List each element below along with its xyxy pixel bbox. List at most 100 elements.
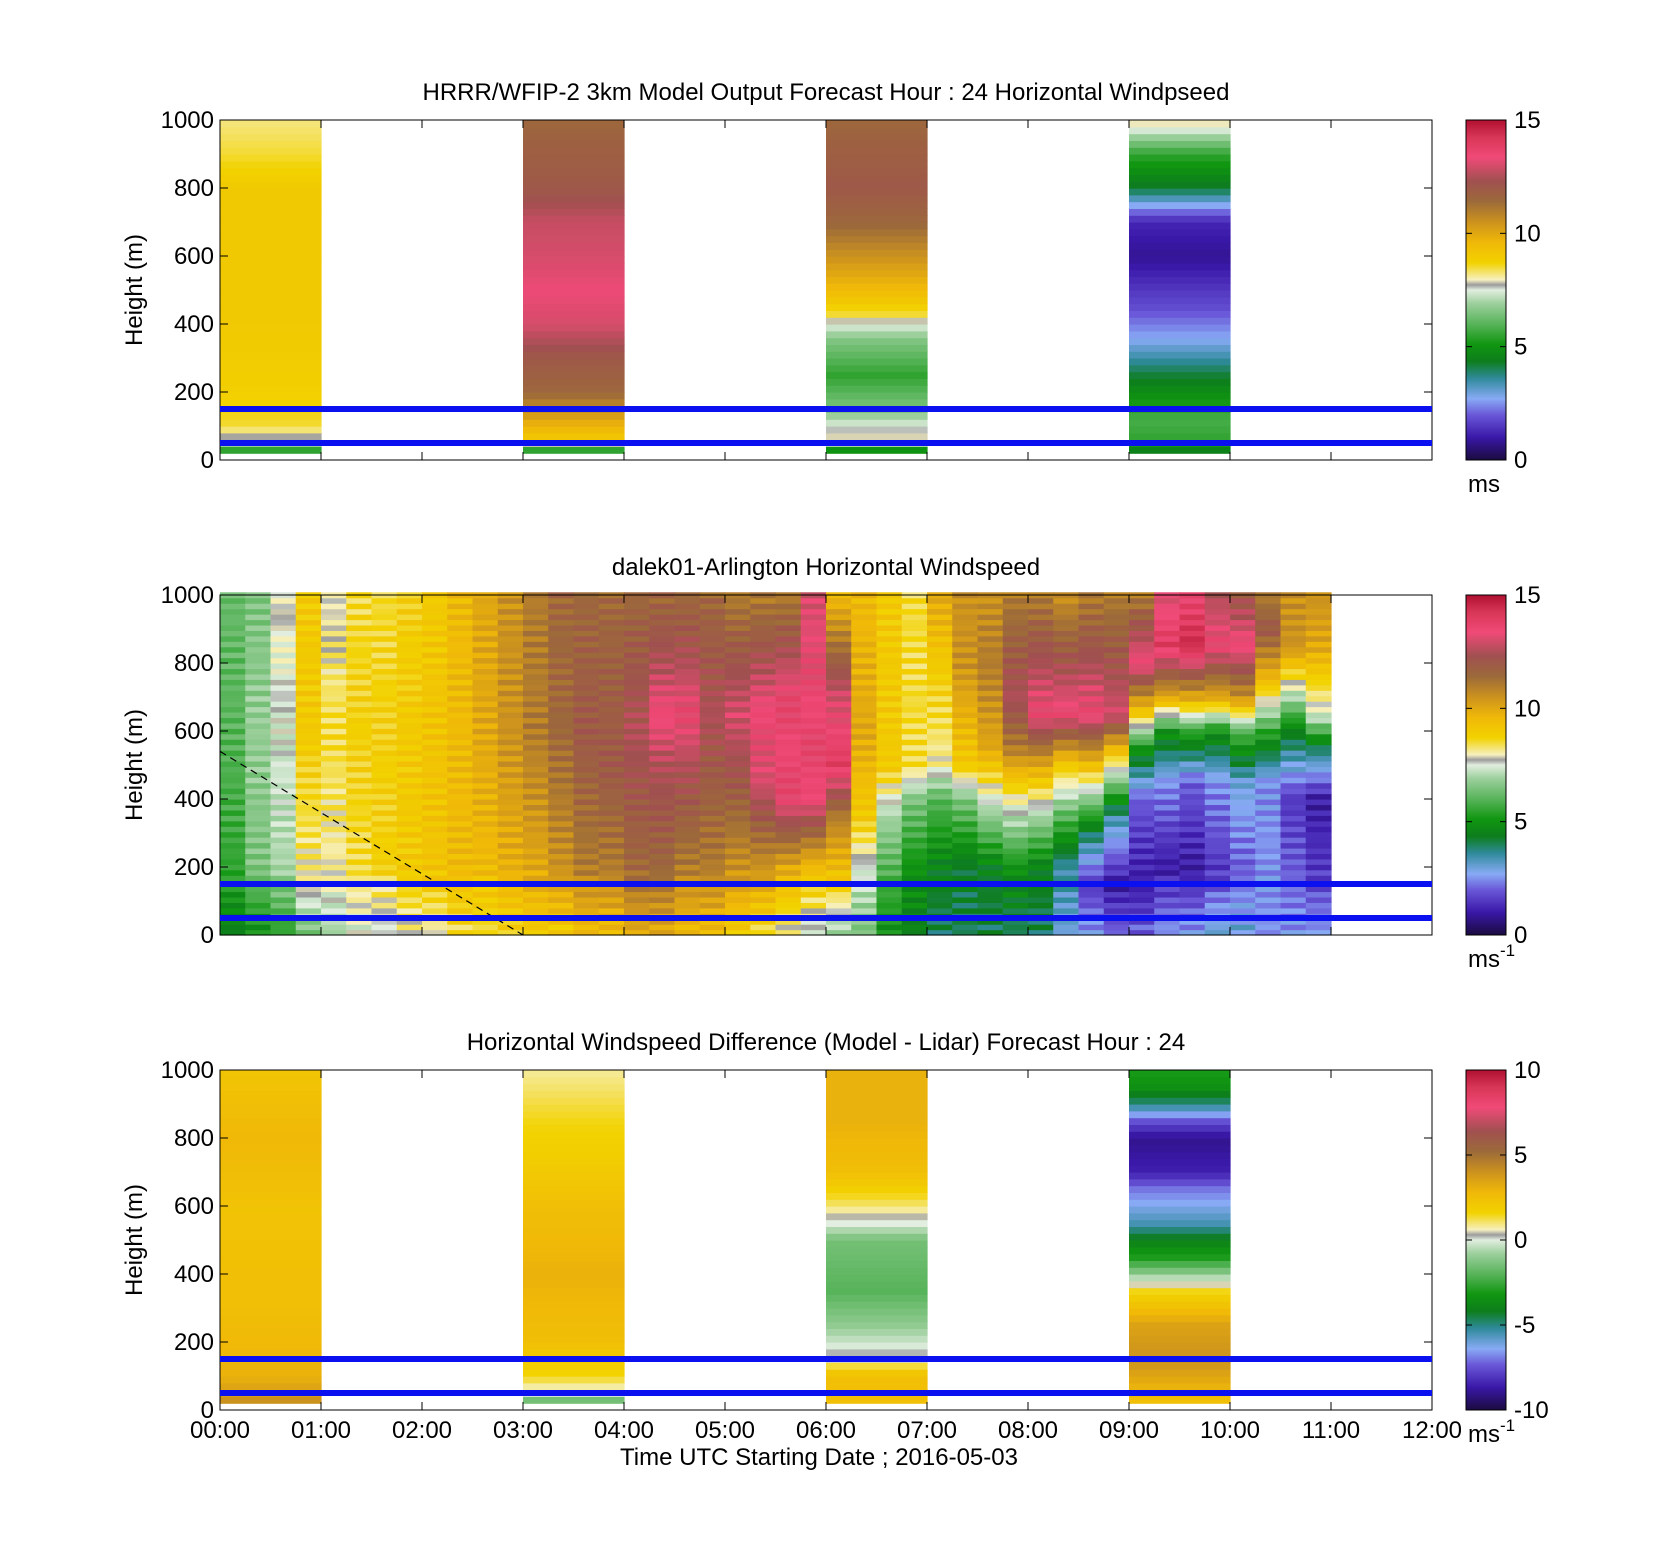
heatmap-cell — [220, 242, 322, 249]
heatmap-cell — [1028, 739, 1054, 745]
heatmap-cell — [877, 647, 903, 653]
heatmap-cell — [372, 897, 398, 903]
heatmap-cell — [826, 1288, 928, 1295]
heatmap-cell — [649, 636, 675, 642]
heatmap-cell — [498, 619, 524, 625]
heatmap-cell — [1104, 810, 1130, 816]
heatmap-cell — [1306, 777, 1332, 783]
heatmap-cell — [1230, 799, 1256, 805]
heatmap-cell — [826, 739, 852, 745]
heatmap-cell — [296, 745, 322, 751]
heatmap-cell — [296, 750, 322, 756]
heatmap-cell — [1053, 891, 1079, 897]
heatmap-cell — [599, 891, 625, 897]
heatmap-cell — [220, 1213, 322, 1220]
heatmap-cell — [523, 446, 625, 453]
heatmap-cell — [498, 707, 524, 713]
heatmap-cell — [220, 843, 246, 849]
heatmap-cell — [397, 739, 423, 745]
heatmap-cell — [245, 891, 271, 897]
heatmap-cell — [271, 908, 297, 914]
heatmap-cell — [776, 728, 802, 734]
heatmap-cell — [877, 641, 903, 647]
heatmap-cell — [725, 794, 751, 800]
heatmap-cell — [1154, 636, 1180, 642]
heatmap-cell — [776, 891, 802, 897]
heatmap-cell — [902, 788, 928, 794]
heatmap-cell — [1129, 794, 1155, 800]
heatmap-cell — [220, 181, 322, 188]
heatmap-cell — [1104, 723, 1130, 729]
heatmap-cell — [952, 837, 978, 843]
heatmap-cell — [902, 908, 928, 914]
heatmap-cell — [599, 897, 625, 903]
heatmap-cell — [473, 755, 499, 761]
heatmap-cell — [1028, 815, 1054, 821]
heatmap-cell — [1053, 647, 1079, 653]
heatmap-cell — [1129, 636, 1155, 642]
heatmap-cell — [220, 283, 322, 290]
heatmap-cell — [599, 761, 625, 767]
heatmap-cell — [220, 324, 322, 331]
heatmap-cell — [1281, 777, 1307, 783]
heatmap-cell — [776, 804, 802, 810]
heatmap-cell — [1154, 902, 1180, 908]
heatmap-cell — [1180, 826, 1206, 832]
heatmap-cell — [346, 843, 372, 849]
heatmap-cell — [725, 652, 751, 658]
heatmap-cell — [1281, 652, 1307, 658]
heatmap-cell — [624, 804, 650, 810]
heatmap-cell — [826, 641, 852, 647]
heatmap-cell — [1053, 685, 1079, 691]
heatmap-cell — [523, 1165, 625, 1172]
heatmap-cell — [220, 1240, 322, 1247]
heatmap-cell — [220, 1383, 322, 1390]
heatmap-cell — [1306, 674, 1332, 680]
heatmap-cell — [927, 837, 953, 843]
heatmap-cell — [523, 701, 549, 707]
heatmap-cell — [1281, 821, 1307, 827]
heatmap-cell — [271, 755, 297, 761]
heatmap-cell — [346, 701, 372, 707]
heatmap-cell — [473, 701, 499, 707]
heatmap-cell — [523, 426, 625, 433]
heatmap-cell — [927, 723, 953, 729]
heatmap-cell — [422, 745, 448, 751]
heatmap-cell — [548, 739, 574, 745]
heatmap-cell — [826, 663, 852, 669]
heatmap-cell — [346, 750, 372, 756]
heatmap-cell — [1154, 647, 1180, 653]
colorbar-scale — [1466, 595, 1506, 935]
heatmap-cell — [1281, 761, 1307, 767]
heatmap-cell — [750, 897, 776, 903]
heatmap-cell — [927, 658, 953, 664]
heatmap-cell — [1053, 717, 1079, 723]
heatmap-cell — [826, 242, 928, 249]
heatmap-cell — [346, 875, 372, 881]
heatmap-cell — [1104, 625, 1130, 631]
heatmap-cell — [245, 870, 271, 876]
heatmap-cell — [523, 229, 625, 236]
heatmap-cell — [675, 619, 701, 625]
heatmap-cell — [927, 897, 953, 903]
heatmap-cell — [1028, 826, 1054, 832]
heatmap-cell — [1053, 696, 1079, 702]
panel-2: 02004006008001000Height (m)dalek01-Arlin… — [121, 554, 1541, 973]
y-axis-label: Height (m) — [121, 234, 148, 346]
heatmap-cell — [1053, 777, 1079, 783]
heatmap-cell — [574, 663, 600, 669]
heatmap-cell — [1154, 652, 1180, 658]
heatmap-cell — [548, 755, 574, 761]
heatmap-cell — [1154, 609, 1180, 615]
heatmap-cell — [1306, 810, 1332, 816]
heatmap-cell — [473, 897, 499, 903]
heatmap-cell — [1079, 647, 1105, 653]
heatmap-cell — [1028, 658, 1054, 664]
heatmap-cell — [1129, 761, 1155, 767]
heatmap-cell — [1205, 652, 1231, 658]
heatmap-cell — [649, 750, 675, 756]
heatmap-cell — [220, 446, 322, 453]
heatmap-cell — [1180, 783, 1206, 789]
heatmap-cell — [624, 668, 650, 674]
heatmap-cell — [675, 679, 701, 685]
